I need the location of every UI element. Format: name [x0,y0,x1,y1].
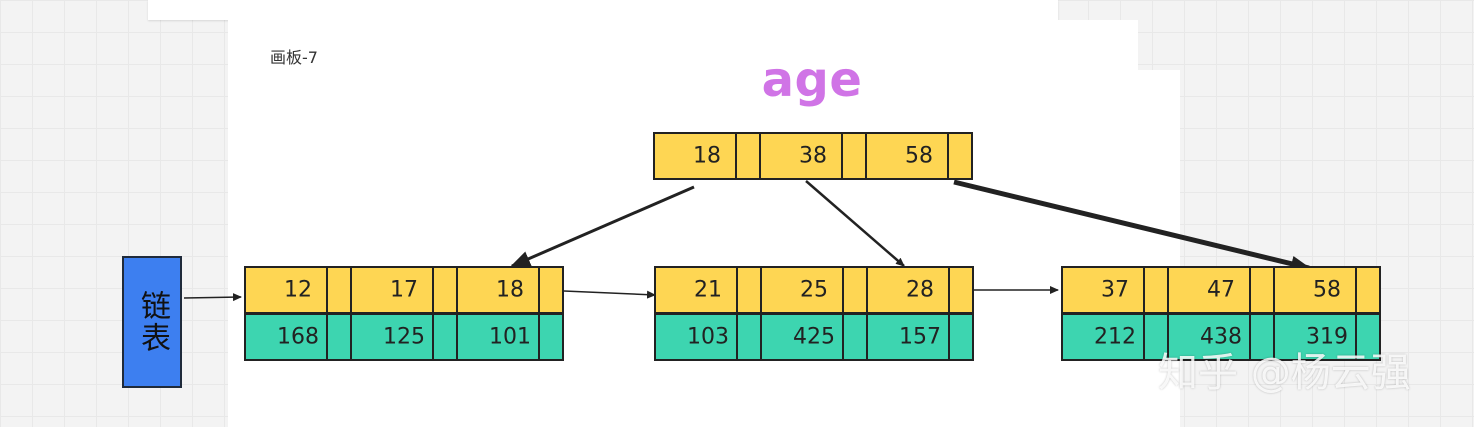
leaf-node-3-value-cell [1061,313,1145,361]
arrow-root-to-leaf-1 [510,185,695,268]
leaf-node-2-value-pointer-cell [736,313,762,361]
leaf-node-1-key-pointer-cell [432,266,458,314]
leaf-node-1-key-cell [456,266,540,314]
leaf-node-2-value-cell [866,313,950,361]
leaf-node-1-key-cell [350,266,434,314]
arrow-list-to-leaf-1 [183,293,242,302]
leaf-node-2-key-pointer-cell [842,266,868,314]
leaf-node-3-key-text: 37 [1101,278,1129,303]
arrow-leaf-1-to-leaf-2 [563,290,656,299]
leaf-node-2-value-pointer-cell [842,313,868,361]
leaf-node-2-value-text: 157 [899,325,941,350]
leaf-node-3-key-pointer-cell [1355,266,1381,314]
watermark: 知乎 @杨云强 [1158,350,1411,396]
leaf-node-3-value-text: 319 [1306,325,1348,350]
leaf-node-2-key-cell [866,266,950,314]
leaf-node-2-value-cell [654,313,738,361]
diagram-title: age [761,52,863,108]
root-node-key-text: 58 [905,144,933,169]
leaf-node-3-value-cell [1273,313,1357,361]
root-node-key-text: 18 [693,144,721,169]
leaf-node-2-key-pointer-cell [948,266,974,314]
leaf-node-1-value-text: 101 [489,325,531,350]
leaf-node-1-value-pointer-cell [326,313,352,361]
leaf-node-2-value-text: 425 [793,325,835,350]
root-node-key-cell [865,132,949,180]
leaf-node-1-value-cell [456,313,540,361]
linked-list-box: 链表 [122,256,182,388]
leaf-node-2-key-pointer-cell [736,266,762,314]
leaf-node-2-key-text: 28 [906,278,934,303]
leaf-node-1-value-text: 168 [277,325,319,350]
leaf-node-2-key-text: 25 [800,278,828,303]
leaf-node-3-key-cell [1273,266,1357,314]
arrow-root-to-leaf-3 [953,179,1311,272]
root-node-key-pointer-cell [841,132,867,180]
leaf-node-3-key-pointer-cell [1143,266,1169,314]
leaf-node-1-value-pointer-cell [538,313,564,361]
leaf-node-1-key-text: 17 [390,278,418,303]
linked-list-label: 链表 [135,290,170,354]
arrow-root-to-leaf-2 [805,180,905,267]
root-node-key-text: 38 [799,144,827,169]
board-label: 画板-7 [270,48,318,67]
canvas-board-extension [1138,70,1180,427]
leaf-node-1-value-text: 125 [383,325,425,350]
leaf-node-3-key-text: 47 [1207,278,1235,303]
leaf-node-2-value-text: 103 [687,325,729,350]
leaf-node-3-key-pointer-cell [1249,266,1275,314]
leaf-node-3-value-text: 212 [1094,325,1136,350]
leaf-node-2-value-cell [760,313,844,361]
leaf-node-3-value-pointer-cell [1355,313,1381,361]
leaf-node-2-key-text: 21 [694,278,722,303]
leaf-node-3-value-pointer-cell [1143,313,1169,361]
leaf-node-1-key-pointer-cell [538,266,564,314]
leaf-node-1-value-cell [350,313,434,361]
leaf-node-1-key-pointer-cell [326,266,352,314]
leaf-node-3-value-text: 438 [1200,325,1242,350]
leaf-node-3-key-cell [1167,266,1251,314]
root-node-key-pointer-cell [735,132,761,180]
leaf-node-2-value-pointer-cell [948,313,974,361]
leaf-node-1-key-text: 18 [496,278,524,303]
leaf-node-1-value-pointer-cell [432,313,458,361]
canvas-card-top [148,0,1058,20]
root-node-key-pointer-cell [947,132,973,180]
leaf-node-1-key-text: 12 [284,278,312,303]
leaf-node-3-key-text: 58 [1313,278,1341,303]
